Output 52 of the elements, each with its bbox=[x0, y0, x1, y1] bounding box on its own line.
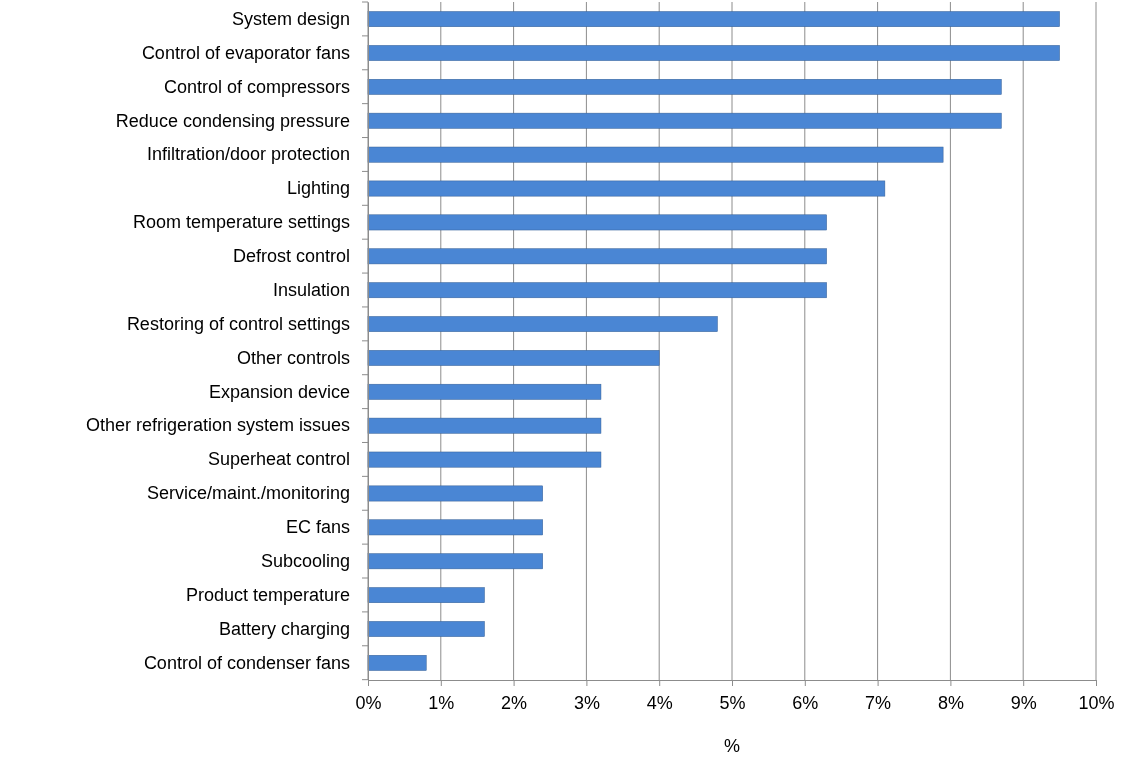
y-tick-label: Room temperature settings bbox=[132, 212, 350, 233]
bar bbox=[367, 621, 485, 637]
y-tick-label: Service/maint./monitoring bbox=[146, 483, 350, 504]
x-tick-label: 4% bbox=[646, 692, 673, 713]
x-tick-label: 8% bbox=[937, 692, 964, 713]
x-tick-label: 3% bbox=[573, 692, 600, 713]
y-tick-label: Restoring of control settings bbox=[126, 313, 350, 334]
bar bbox=[367, 146, 944, 163]
y-tick-label: Other refrigeration system issues bbox=[85, 415, 350, 436]
bar bbox=[367, 79, 1002, 95]
x-tick-label: 7% bbox=[865, 692, 892, 713]
x-tick-label: 10% bbox=[1078, 692, 1115, 713]
bar bbox=[367, 112, 1002, 129]
y-tick-label: Defrost control bbox=[232, 246, 350, 267]
bar bbox=[367, 11, 1060, 27]
x-tick-label: 0% bbox=[355, 692, 382, 713]
x-tick-label: 5% bbox=[719, 692, 746, 713]
bar bbox=[367, 451, 602, 468]
bar bbox=[367, 485, 543, 502]
y-tick-label: Other controls bbox=[236, 347, 350, 368]
bar bbox=[367, 587, 485, 603]
bar bbox=[367, 519, 543, 536]
x-axis-title: % bbox=[723, 736, 741, 756]
x-tick-label: 6% bbox=[792, 692, 819, 713]
y-tick-label: Insulation bbox=[272, 279, 350, 300]
bar bbox=[367, 316, 718, 332]
y-tick-label: Reduce condensing pressure bbox=[115, 110, 350, 131]
bar bbox=[367, 45, 1060, 61]
y-tick-label: Control of evaporator fans bbox=[141, 42, 350, 63]
y-tick-label: Expansion device bbox=[208, 381, 350, 402]
x-tick-label: 1% bbox=[428, 692, 455, 713]
y-tick-label: System design bbox=[231, 8, 350, 29]
y-tick-label: Control of compressors bbox=[163, 76, 350, 97]
bar bbox=[367, 214, 827, 231]
x-tick-label: 2% bbox=[501, 692, 528, 713]
bar bbox=[367, 417, 602, 434]
y-tick-label: Superheat control bbox=[207, 449, 350, 470]
bar bbox=[367, 655, 427, 671]
bar bbox=[367, 383, 602, 400]
y-tick-label: Product temperature bbox=[185, 584, 350, 605]
bar bbox=[367, 180, 886, 197]
bar bbox=[367, 350, 660, 366]
y-tick-label: Control of condenser fans bbox=[143, 652, 350, 673]
x-tick-label: 9% bbox=[1010, 692, 1037, 713]
bar bbox=[367, 248, 827, 265]
bar bbox=[367, 553, 543, 570]
bar bbox=[367, 282, 827, 299]
y-tick-label: Battery charging bbox=[218, 618, 350, 639]
y-tick-label: EC fans bbox=[285, 517, 350, 538]
y-tick-label: Subcooling bbox=[260, 551, 350, 571]
y-tick-label: Infiltration/door protection bbox=[146, 144, 350, 165]
y-tick-label: Lighting bbox=[286, 178, 350, 199]
